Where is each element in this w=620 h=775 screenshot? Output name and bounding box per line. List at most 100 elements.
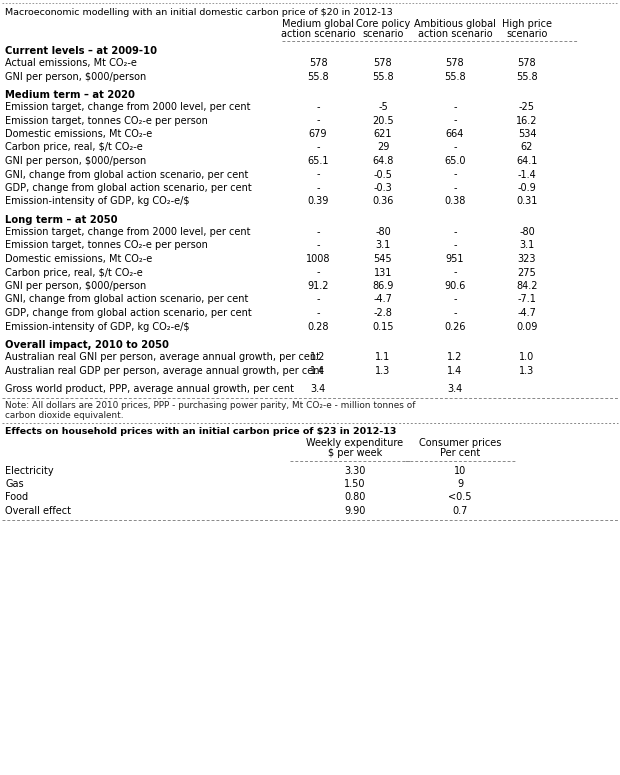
Text: -4.7: -4.7: [518, 308, 536, 318]
Text: -: -: [453, 267, 457, 277]
Text: 534: 534: [518, 129, 536, 139]
Text: 1.3: 1.3: [375, 366, 391, 376]
Text: -: -: [453, 227, 457, 237]
Text: Long term – at 2050: Long term – at 2050: [5, 215, 118, 225]
Text: 3.4: 3.4: [448, 384, 463, 394]
Text: 1008: 1008: [306, 254, 330, 264]
Text: 3.1: 3.1: [375, 240, 391, 250]
Text: 0.28: 0.28: [308, 322, 329, 332]
Text: 951: 951: [446, 254, 464, 264]
Text: -: -: [316, 294, 320, 305]
Text: Australian real GNI per person, average annual growth, per cent: Australian real GNI per person, average …: [5, 352, 320, 362]
Text: -7.1: -7.1: [518, 294, 536, 305]
Text: Macroeconomic modelling with an initial domestic carbon price of $20 in 2012-13: Macroeconomic modelling with an initial …: [5, 8, 392, 17]
Text: -25: -25: [519, 102, 535, 112]
Text: GNI per person, $000/person: GNI per person, $000/person: [5, 281, 146, 291]
Text: GDP, change from global action scenario, per cent: GDP, change from global action scenario,…: [5, 308, 252, 318]
Text: -: -: [453, 102, 457, 112]
Text: 0.38: 0.38: [445, 197, 466, 206]
Text: 3.1: 3.1: [520, 240, 534, 250]
Text: -: -: [453, 294, 457, 305]
Text: scenario: scenario: [362, 29, 404, 39]
Text: 55.8: 55.8: [307, 71, 329, 81]
Text: 0.15: 0.15: [372, 322, 394, 332]
Text: 3.4: 3.4: [311, 384, 326, 394]
Text: 275: 275: [518, 267, 536, 277]
Text: <0.5: <0.5: [448, 492, 472, 502]
Text: -1.4: -1.4: [518, 170, 536, 180]
Text: Carbon price, real, $/t CO₂-e: Carbon price, real, $/t CO₂-e: [5, 143, 143, 153]
Text: 1.4: 1.4: [311, 366, 326, 376]
Text: Emission-intensity of GDP, kg CO₂-e/$: Emission-intensity of GDP, kg CO₂-e/$: [5, 322, 190, 332]
Text: 9.90: 9.90: [344, 506, 366, 516]
Text: -: -: [453, 143, 457, 153]
Text: 64.8: 64.8: [373, 156, 394, 166]
Text: 16.2: 16.2: [516, 115, 538, 126]
Text: High price: High price: [502, 19, 552, 29]
Text: 578: 578: [518, 58, 536, 68]
Text: 1.2: 1.2: [311, 352, 326, 362]
Text: Domestic emissions, Mt CO₂-e: Domestic emissions, Mt CO₂-e: [5, 254, 153, 264]
Text: scenario: scenario: [507, 29, 547, 39]
Text: Weekly expenditure: Weekly expenditure: [306, 439, 404, 449]
Text: Emission target, tonnes CO₂-e per person: Emission target, tonnes CO₂-e per person: [5, 115, 208, 126]
Text: Medium term – at 2020: Medium term – at 2020: [5, 90, 135, 100]
Text: -0.9: -0.9: [518, 183, 536, 193]
Text: -80: -80: [375, 227, 391, 237]
Text: Effects on household prices with an initial carbon price of $23 in 2012-13: Effects on household prices with an init…: [5, 426, 396, 436]
Text: Carbon price, real, $/t CO₂-e: Carbon price, real, $/t CO₂-e: [5, 267, 143, 277]
Text: Gross world product, PPP, average annual growth, per cent: Gross world product, PPP, average annual…: [5, 384, 294, 394]
Text: -: -: [316, 102, 320, 112]
Text: Emission-intensity of GDP, kg CO₂-e/$: Emission-intensity of GDP, kg CO₂-e/$: [5, 197, 190, 206]
Text: GDP, change from global action scenario, per cent: GDP, change from global action scenario,…: [5, 183, 252, 193]
Text: 10: 10: [454, 466, 466, 476]
Text: 621: 621: [374, 129, 392, 139]
Text: 0.7: 0.7: [453, 506, 467, 516]
Text: 91.2: 91.2: [308, 281, 329, 291]
Text: $ per week: $ per week: [328, 449, 382, 459]
Text: 55.8: 55.8: [516, 71, 538, 81]
Text: Overall effect: Overall effect: [5, 506, 71, 516]
Text: 1.1: 1.1: [375, 352, 391, 362]
Text: Core policy: Core policy: [356, 19, 410, 29]
Text: Emission target, tonnes CO₂-e per person: Emission target, tonnes CO₂-e per person: [5, 240, 208, 250]
Text: -4.7: -4.7: [374, 294, 392, 305]
Text: -: -: [316, 115, 320, 126]
Text: action scenario: action scenario: [281, 29, 355, 39]
Text: -: -: [316, 267, 320, 277]
Text: Food: Food: [5, 492, 28, 502]
Text: 62: 62: [521, 143, 533, 153]
Text: 1.3: 1.3: [520, 366, 534, 376]
Text: 545: 545: [374, 254, 392, 264]
Text: 55.8: 55.8: [444, 71, 466, 81]
Text: GNI, change from global action scenario, per cent: GNI, change from global action scenario,…: [5, 294, 249, 305]
Text: -0.3: -0.3: [374, 183, 392, 193]
Text: Consumer prices: Consumer prices: [419, 439, 501, 449]
Text: -: -: [316, 240, 320, 250]
Text: GNI, change from global action scenario, per cent: GNI, change from global action scenario,…: [5, 170, 249, 180]
Text: -: -: [316, 308, 320, 318]
Text: GNI per person, $000/person: GNI per person, $000/person: [5, 156, 146, 166]
Text: carbon dioxide equivalent.: carbon dioxide equivalent.: [5, 411, 123, 419]
Text: 20.5: 20.5: [372, 115, 394, 126]
Text: -: -: [453, 115, 457, 126]
Text: 1.4: 1.4: [448, 366, 463, 376]
Text: Medium global: Medium global: [282, 19, 354, 29]
Text: Gas: Gas: [5, 479, 24, 489]
Text: 1.2: 1.2: [447, 352, 463, 362]
Text: 0.09: 0.09: [516, 322, 538, 332]
Text: 65.1: 65.1: [308, 156, 329, 166]
Text: GNI per person, $000/person: GNI per person, $000/person: [5, 71, 146, 81]
Text: Emission target, change from 2000 level, per cent: Emission target, change from 2000 level,…: [5, 102, 250, 112]
Text: 1.50: 1.50: [344, 479, 366, 489]
Text: 65.0: 65.0: [445, 156, 466, 166]
Text: action scenario: action scenario: [418, 29, 492, 39]
Text: -0.5: -0.5: [374, 170, 392, 180]
Text: -: -: [316, 227, 320, 237]
Text: 1.0: 1.0: [520, 352, 534, 362]
Text: 131: 131: [374, 267, 392, 277]
Text: 679: 679: [309, 129, 327, 139]
Text: Domestic emissions, Mt CO₂-e: Domestic emissions, Mt CO₂-e: [5, 129, 153, 139]
Text: 55.8: 55.8: [372, 71, 394, 81]
Text: Overall impact, 2010 to 2050: Overall impact, 2010 to 2050: [5, 340, 169, 350]
